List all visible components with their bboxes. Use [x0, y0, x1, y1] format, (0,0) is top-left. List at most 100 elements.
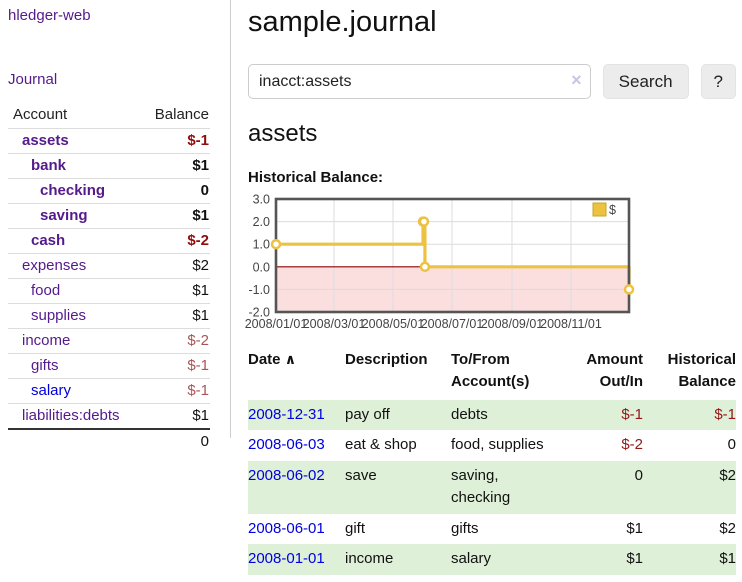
- account-link[interactable]: gifts: [31, 357, 59, 374]
- register-row: 2008-01-01 income salary $1 $1: [248, 544, 736, 575]
- transaction-date-link[interactable]: 2008-06-02: [248, 467, 325, 484]
- description-col-header: Description: [345, 351, 428, 368]
- transaction-description: eat & shop: [345, 436, 417, 454]
- search-input[interactable]: [248, 64, 591, 99]
- transaction-description: pay off: [345, 405, 390, 423]
- accounts-table: Account Balance assets $-1 bank $1 check…: [8, 104, 210, 454]
- svg-text:2008/09/01: 2008/09/01: [481, 317, 544, 331]
- app-title-link[interactable]: hledger-web: [8, 7, 91, 24]
- register-table: Date ∧ Description To/From Account(s) Amo…: [248, 347, 736, 575]
- account-balance: $2: [139, 253, 210, 279]
- register-header-row: Date ∧ Description To/From Account(s) Amo…: [248, 347, 736, 400]
- transaction-amount: $1: [626, 550, 643, 568]
- search-box: ×: [248, 64, 591, 99]
- main-content: sample.journal × Search ? assets Histori…: [245, 0, 736, 575]
- transaction-accounts: debts: [451, 405, 488, 423]
- svg-text:2008/05/01: 2008/05/01: [362, 317, 425, 331]
- account-balance: $-1: [139, 378, 210, 404]
- app-title: hledger-web: [0, 0, 230, 24]
- svg-text:3.0: 3.0: [253, 193, 270, 207]
- account-row-assets: assets $-1: [8, 128, 210, 154]
- accounts-total-row: 0: [8, 428, 210, 454]
- sidebar-divider: [230, 0, 231, 438]
- account-balance: $1: [139, 153, 210, 179]
- account-link[interactable]: income: [22, 332, 71, 349]
- account-link[interactable]: food: [31, 282, 61, 299]
- account-link[interactable]: liabilities:debts: [22, 407, 120, 424]
- account-balance: 0: [139, 178, 210, 204]
- account-row-cash: cash $-2: [8, 228, 210, 254]
- transaction-balance: $2: [719, 519, 736, 537]
- account-balance: $1: [139, 278, 210, 304]
- account-link[interactable]: salary: [31, 382, 72, 399]
- date-col-header[interactable]: Date ∧: [248, 351, 297, 368]
- account-balance: $1: [139, 303, 210, 329]
- account-balance: $1: [139, 203, 210, 229]
- transaction-amount: $-2: [621, 436, 643, 454]
- balance-col-header: Historical Balance: [667, 351, 736, 390]
- account-row-food: food $1: [8, 278, 210, 304]
- transaction-amount: $1: [626, 519, 643, 537]
- register-row: 2008-06-03 eat & shop food, supplies $-2…: [248, 430, 736, 461]
- transaction-amount: $-1: [621, 405, 643, 423]
- search-button[interactable]: Search: [602, 64, 689, 99]
- register-row: 2008-12-31 pay off debts $-1 $-1: [248, 399, 736, 431]
- amount-col-header: Amount Out/In: [586, 351, 643, 390]
- page-title: sample.journal: [248, 6, 437, 38]
- account-row-supplies: supplies $1: [8, 303, 210, 329]
- account-row-salary: salary $-1: [8, 378, 210, 404]
- transaction-amount: 0: [634, 467, 643, 484]
- svg-text:1.0: 1.0: [253, 238, 270, 252]
- svg-text:2.0: 2.0: [253, 215, 270, 229]
- transaction-date-link[interactable]: 2008-06-01: [248, 519, 325, 537]
- svg-text:0.0: 0.0: [253, 260, 270, 274]
- transaction-description: income: [345, 550, 394, 568]
- account-row-expenses: expenses $2: [8, 253, 210, 279]
- transaction-date-link[interactable]: 2008-01-01: [248, 550, 325, 568]
- register-row: 2008-06-02 save saving, checking 0 $2: [248, 461, 736, 514]
- transaction-balance: $-1: [714, 405, 736, 423]
- account-link[interactable]: supplies: [31, 307, 87, 324]
- balance-col-header: Balance: [139, 104, 210, 129]
- accounts-total-value: 0: [139, 428, 210, 454]
- svg-text:2008/03/01: 2008/03/01: [303, 317, 366, 331]
- transaction-balance: $2: [719, 467, 736, 484]
- historical-balance-chart[interactable]: 3.0 2.0 1.0 0.0 -1.0 -2.0 2008/01/01 2008/03/01…: [244, 193, 736, 335]
- account-link[interactable]: bank: [31, 157, 67, 174]
- register-row: 2008-06-01 gift gifts $1 $2: [248, 514, 736, 545]
- transaction-accounts: gifts: [451, 519, 479, 537]
- account-row-checking: checking 0: [8, 178, 210, 204]
- transaction-description: gift: [345, 519, 366, 537]
- transaction-date-link[interactable]: 2008-06-03: [248, 436, 325, 454]
- sort-ascending-icon: ∧: [284, 351, 297, 367]
- transaction-accounts: food, supplies: [451, 436, 544, 454]
- accounts-col-header: Account: [8, 104, 140, 129]
- svg-text:2008/07/01: 2008/07/01: [421, 317, 484, 331]
- nav-journal-link[interactable]: Journal: [8, 71, 58, 88]
- account-row-gifts: gifts $-1: [8, 353, 210, 379]
- sidebar: hledger-web Journal Account Balance asse…: [0, 0, 230, 454]
- clear-search-icon[interactable]: ×: [571, 70, 582, 90]
- account-link[interactable]: expenses: [22, 257, 87, 274]
- svg-text:2008/11/01: 2008/11/01: [540, 317, 602, 331]
- svg-text:-2.0: -2.0: [248, 306, 270, 320]
- transaction-accounts: saving, checking: [451, 467, 511, 506]
- tofrom-col-header: To/From Account(s): [451, 351, 530, 390]
- account-link[interactable]: assets: [22, 132, 69, 149]
- transaction-balance: 0: [727, 436, 736, 454]
- account-link[interactable]: cash: [31, 232, 66, 249]
- transaction-date-link[interactable]: 2008-12-31: [248, 405, 325, 423]
- account-link[interactable]: checking: [40, 182, 106, 199]
- account-balance: $-2: [139, 228, 210, 254]
- account-row-income: income $-2: [8, 328, 210, 354]
- account-balance: $-1: [139, 353, 210, 379]
- account-link[interactable]: saving: [40, 207, 88, 224]
- account-heading: assets: [248, 120, 318, 147]
- search-form: × Search ?: [248, 64, 736, 99]
- svg-text:-1.0: -1.0: [248, 283, 270, 297]
- sidebar-nav: Journal: [0, 71, 230, 88]
- account-row-liabilities-debts: liabilities:debts $1: [8, 403, 210, 429]
- help-button[interactable]: ?: [700, 64, 736, 99]
- chart-canvas[interactable]: 3.0 2.0 1.0 0.0 -1.0 -2.02008/01/012008/03/01…: [244, 193, 742, 335]
